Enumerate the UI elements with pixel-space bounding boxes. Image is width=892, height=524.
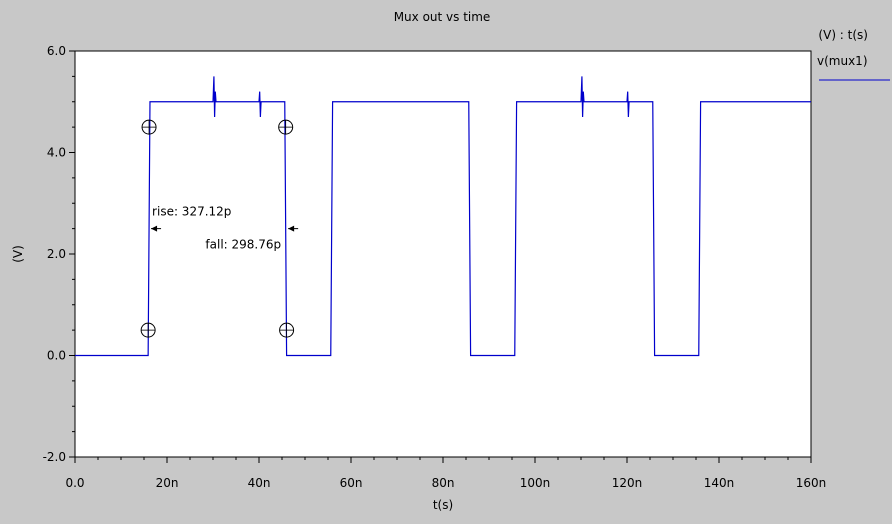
x-tick-label: 20n [156, 476, 179, 490]
x-axis-ticks: 0.0 20n 40n 60n 80n 100n 120n 140n 160n [65, 457, 826, 490]
y-tick-label: 2.0 [47, 247, 66, 261]
x-axis-label: t(s) [433, 498, 453, 512]
rise-arrow-head [151, 225, 158, 232]
measurement-markers [140, 119, 295, 338]
x-tick-label: 60n [340, 476, 363, 490]
series-layer [75, 76, 811, 357]
chart-title: Mux out vs time [394, 10, 491, 24]
measurement-annotations: rise: 327.12p fall: 298.76p [151, 205, 299, 252]
x-tick-label: 40n [248, 476, 271, 490]
y-tick-label: 0.0 [47, 349, 66, 363]
legend-entry-label: v(mux1) [817, 54, 868, 68]
x-tick-label: 0.0 [65, 476, 84, 490]
x-tick-label: 120n [612, 476, 643, 490]
y-tick-label: -2.0 [43, 450, 66, 464]
x-tick-label: 140n [704, 476, 735, 490]
fall-annotation: fall: 298.76p [205, 238, 281, 252]
fall-arrow-head [288, 225, 295, 232]
y-tick-label: 6.0 [47, 44, 66, 58]
x-tick-label: 100n [520, 476, 551, 490]
x-tick-label: 160n [796, 476, 827, 490]
series-line-mux1 [75, 76, 811, 357]
y-axis-ticks: -2.0 0.0 2.0 4.0 6.0 [43, 44, 75, 464]
y-tick-label: 4.0 [47, 146, 66, 160]
y-axis-label: (V) [11, 245, 25, 263]
rise-annotation: rise: 327.12p [152, 205, 231, 219]
x-tick-label: 80n [432, 476, 455, 490]
axis-units-label: (V) : t(s) [818, 28, 868, 42]
